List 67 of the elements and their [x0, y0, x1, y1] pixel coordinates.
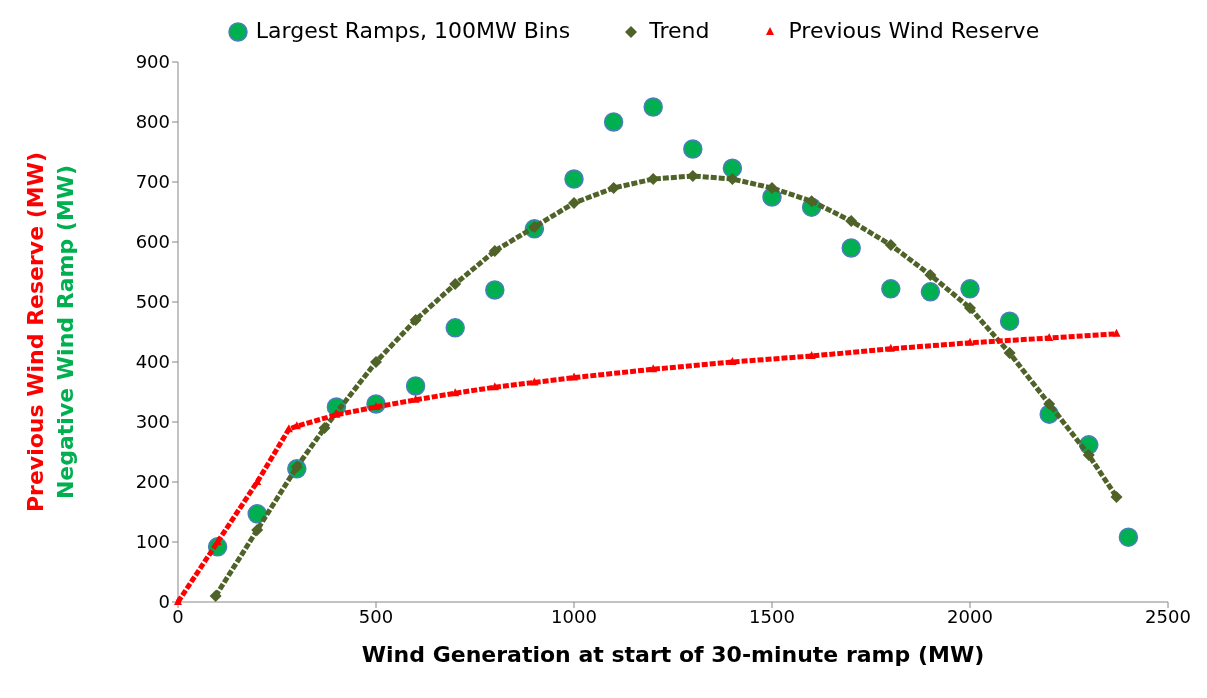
y-tick-label: 500 — [135, 291, 170, 313]
point — [445, 318, 465, 338]
point — [570, 372, 578, 381]
x-tick-label: 2000 — [947, 605, 993, 627]
point — [318, 422, 331, 434]
y-tick-label: 0 — [158, 591, 170, 613]
point — [1112, 328, 1121, 337]
point — [607, 182, 620, 194]
point — [485, 280, 505, 300]
legend-label: Previous Wind Reserve — [787, 17, 1040, 43]
x-tick-label: 0 — [172, 605, 184, 627]
point — [411, 394, 420, 403]
point — [966, 337, 974, 346]
y-tick-label: 300 — [135, 411, 170, 433]
point — [845, 215, 858, 227]
y-tick-label: 200 — [135, 471, 170, 493]
point — [886, 343, 895, 352]
point — [920, 282, 941, 302]
x-tick-label: 2500 — [1145, 605, 1191, 627]
point — [1118, 527, 1139, 547]
point — [1045, 333, 1054, 341]
point — [568, 197, 580, 209]
point — [881, 279, 901, 299]
y-tick-label: 800 — [135, 111, 170, 133]
point — [924, 269, 937, 281]
point — [409, 314, 422, 326]
point — [1110, 491, 1123, 503]
text: Negative Wind Ramp (MW) — [53, 164, 78, 500]
point — [284, 424, 293, 433]
point — [766, 182, 778, 194]
point — [683, 139, 703, 159]
legend-label: Trend — [648, 17, 710, 43]
x-tick-label: 1000 — [551, 605, 597, 627]
point — [722, 158, 743, 178]
point — [728, 357, 737, 365]
point — [209, 590, 222, 602]
legend-label: Largest Ramps, 100MW Bins — [254, 17, 571, 43]
point — [964, 302, 976, 314]
point — [807, 351, 816, 359]
y-tick-label: 600 — [135, 231, 170, 253]
x-tick-label: 500 — [358, 605, 394, 627]
point — [884, 239, 897, 251]
point — [405, 376, 426, 396]
y-tick-label: 400 — [135, 351, 170, 373]
point — [370, 356, 382, 368]
y-tick-label: 100 — [135, 531, 170, 553]
point — [1003, 347, 1016, 359]
point — [247, 504, 267, 524]
x-axis-title: Wind Generation at start of 30-minute ramp (MW) — [361, 642, 985, 667]
point — [643, 97, 663, 117]
point — [213, 537, 222, 545]
text: Previous Wind Reserve (MW) — [23, 151, 48, 513]
point — [253, 477, 262, 485]
point — [564, 169, 584, 189]
y-tick-label: 700 — [135, 171, 170, 193]
point — [488, 245, 501, 257]
point — [841, 238, 861, 258]
point — [251, 524, 264, 536]
y-tick-label: 900 — [135, 51, 170, 73]
point — [1043, 398, 1056, 410]
point — [960, 279, 980, 299]
point — [449, 278, 462, 290]
point — [726, 173, 739, 185]
point — [999, 311, 1020, 331]
point — [603, 112, 624, 132]
point — [1082, 449, 1095, 461]
x-tick-label: 1500 — [749, 605, 795, 627]
